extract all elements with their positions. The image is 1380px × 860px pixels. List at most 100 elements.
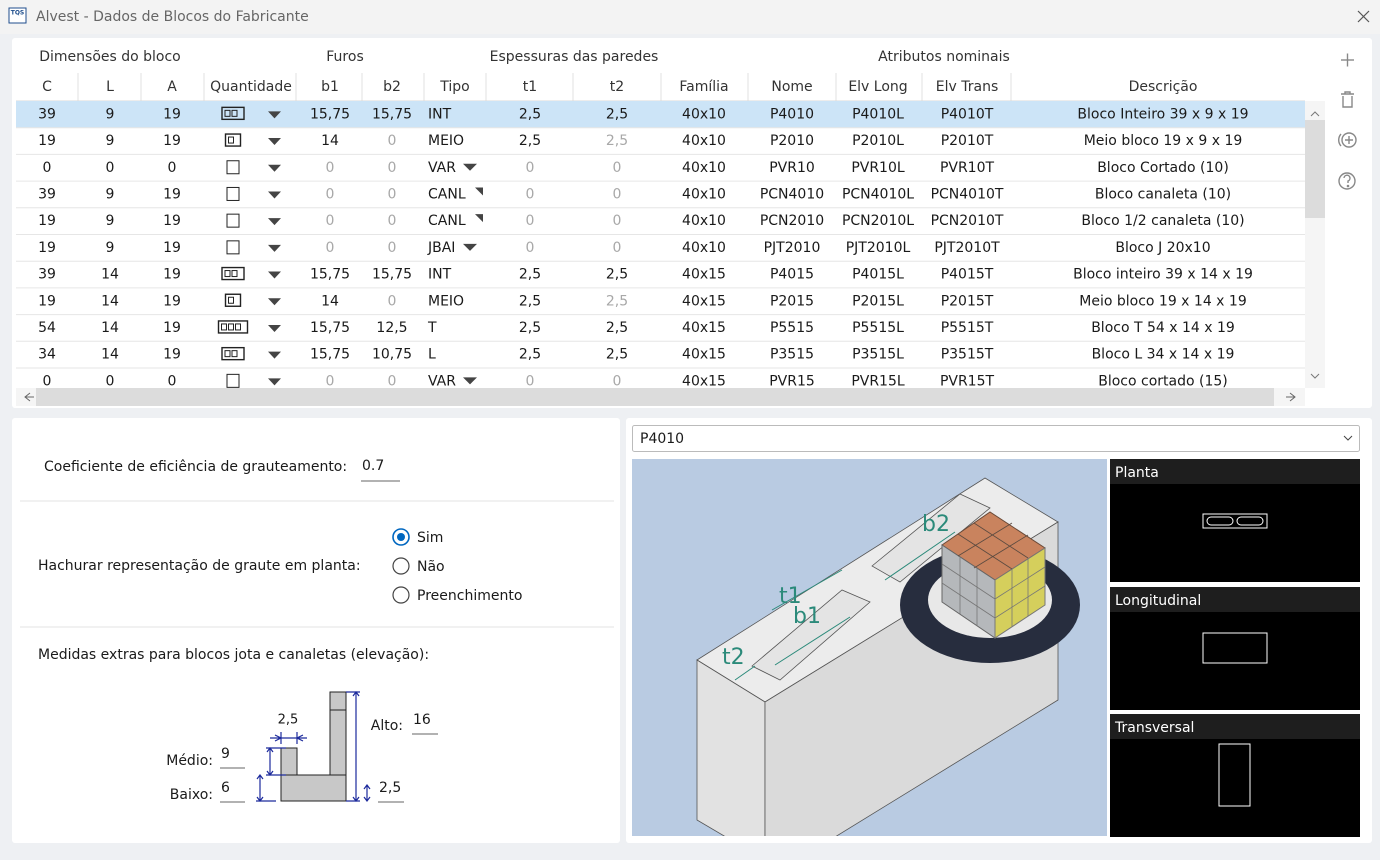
quantity-dropdown[interactable]	[268, 218, 281, 226]
cell: PCN2010	[760, 213, 824, 229]
quantity-dropdown[interactable]	[268, 111, 281, 119]
cell: 40x10	[682, 240, 726, 256]
tipo-dropdown[interactable]	[463, 163, 477, 171]
scroll-right[interactable]	[1286, 392, 1296, 402]
tipo-dropdown[interactable]	[463, 377, 477, 385]
tipo-dropdown[interactable]	[463, 243, 477, 251]
cell: P4015L	[852, 267, 904, 283]
group-header: Atributos nominais	[878, 49, 1010, 65]
quantity-icon	[221, 106, 245, 121]
view-panels: Planta Longitudinal Transversal	[1110, 459, 1360, 837]
radio-label[interactable]: Não	[417, 559, 445, 575]
cell: 0	[326, 213, 335, 229]
cell: PVR15	[769, 373, 815, 389]
quantity-dropdown[interactable]	[268, 164, 281, 172]
radio-button[interactable]	[392, 557, 410, 575]
block-dropdown[interactable]	[632, 425, 1360, 452]
duplicate-button[interactable]	[1338, 132, 1357, 148]
cell: PJT2010T	[934, 240, 1000, 256]
quantity-dropdown[interactable]	[268, 244, 281, 252]
h-scroll-thumb[interactable]	[36, 388, 1274, 406]
cell: 19	[163, 267, 181, 283]
radio-label[interactable]: Preenchimento	[417, 588, 522, 604]
column-header: t2	[610, 79, 624, 95]
icon-box	[217, 320, 249, 334]
cell: 0	[526, 373, 535, 389]
cell: 0	[388, 160, 397, 176]
v-scroll-thumb[interactable]	[1305, 120, 1325, 218]
add-button[interactable]	[1341, 53, 1354, 67]
cell: 0	[388, 133, 397, 149]
column-header: t1	[523, 79, 537, 95]
quantity-icon	[226, 186, 240, 201]
table-body: 39 9 19 15,75 15,75 INT 2,5 2,5 40x10 P4010 P4010L…	[16, 101, 1305, 389]
cell: 40x10	[682, 133, 726, 149]
baixo-input[interactable]: 6	[221, 780, 230, 796]
cell: PVR10L	[851, 160, 905, 176]
radio-button[interactable]	[392, 586, 410, 604]
cell: VAR	[428, 160, 456, 176]
delete-button[interactable]	[1341, 91, 1354, 108]
cell: 2,5	[606, 347, 628, 363]
cell: 0	[388, 213, 397, 229]
icon-box	[226, 186, 240, 201]
tipo-marker	[475, 187, 483, 196]
cell: MEIO	[428, 293, 464, 309]
cell: 0	[388, 373, 397, 389]
cell: CANL	[428, 213, 466, 229]
cell: Bloco cortado (15)	[1098, 373, 1228, 389]
cell: 2,5	[519, 347, 541, 363]
cell: 0	[326, 240, 335, 256]
cell: 19	[163, 106, 181, 122]
scroll-down[interactable]	[1310, 373, 1320, 379]
column-header: b1	[321, 79, 339, 95]
dropdown-arrow	[1343, 435, 1353, 441]
cell: 34	[38, 347, 56, 363]
quantity-dropdown[interactable]	[268, 138, 281, 146]
column-header: Descrição	[1129, 79, 1198, 95]
scroll-left[interactable]	[24, 392, 34, 402]
icon-box	[226, 160, 240, 175]
cell: 14	[321, 133, 339, 149]
cell: P5515T	[941, 320, 994, 336]
column-header: Elv Long	[848, 79, 907, 95]
cell: 14	[321, 293, 339, 309]
cell: PVR10	[769, 160, 815, 176]
cell: 0	[168, 160, 177, 176]
icon-cell	[228, 323, 234, 331]
cell: Bloco 1/2 canaleta (10)	[1081, 213, 1244, 229]
close-button[interactable]	[1357, 10, 1370, 23]
group-header: Espessuras das paredes	[490, 49, 659, 65]
hatch-options: Sim Não Preenchimento	[392, 528, 522, 604]
radio-label[interactable]: Sim	[417, 530, 443, 546]
cell: 19	[38, 293, 56, 309]
cell: 0	[613, 240, 622, 256]
base-input[interactable]: 2,5	[379, 780, 401, 796]
quantity-dropdown[interactable]	[268, 351, 281, 359]
cell: 19	[38, 133, 56, 149]
cell: 40x10	[682, 213, 726, 229]
cell: Bloco J 20x10	[1115, 240, 1210, 256]
quantity-dropdown[interactable]	[268, 191, 281, 199]
quantity-dropdown[interactable]	[268, 271, 281, 279]
cell: 15,75	[310, 267, 350, 283]
quantity-icon	[226, 213, 240, 228]
medio-input[interactable]: 9	[221, 746, 230, 762]
help-button[interactable]	[1338, 172, 1356, 190]
cell: INT	[428, 106, 452, 122]
scroll-up[interactable]	[1310, 111, 1320, 117]
quantity-dropdown[interactable]	[268, 324, 281, 332]
cell: 40x15	[682, 373, 726, 389]
cell: PCN4010	[760, 186, 824, 202]
cell: 0	[613, 160, 622, 176]
quantity-dropdown[interactable]	[268, 378, 281, 386]
baixo-label: Baixo:	[170, 787, 213, 803]
coef-input[interactable]: 0.7	[362, 458, 384, 474]
quantity-dropdown[interactable]	[268, 298, 281, 306]
view-header	[1110, 587, 1360, 612]
cell: 0	[526, 160, 535, 176]
cell: 40x15	[682, 347, 726, 363]
cell: 2,5	[519, 133, 541, 149]
cell: P4015	[770, 267, 814, 283]
alto-input[interactable]: 16	[413, 712, 431, 728]
